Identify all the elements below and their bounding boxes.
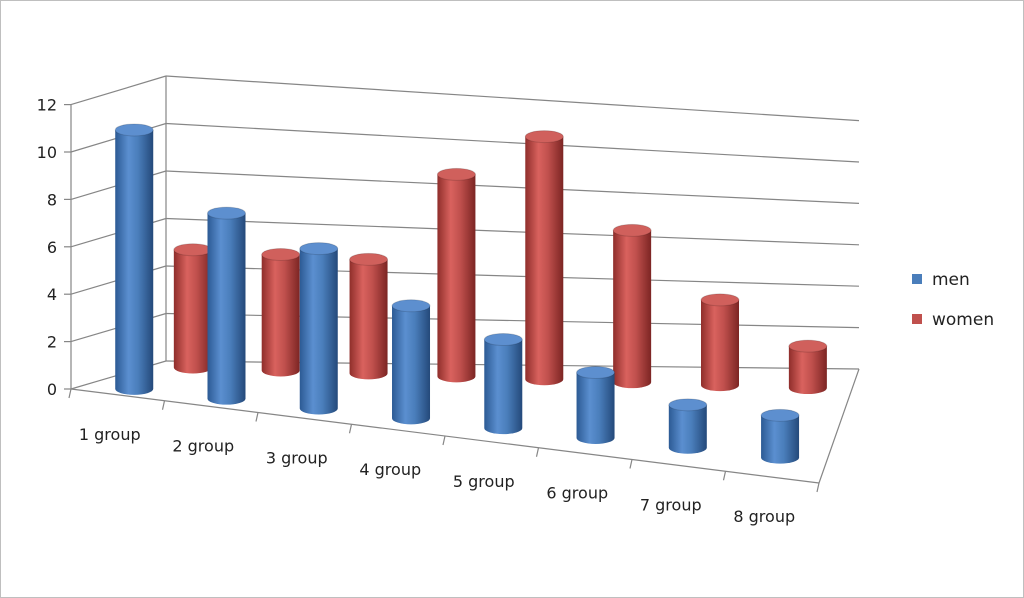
bar-women-5: [524, 130, 564, 386]
bar-body: [576, 372, 615, 444]
bar-men-4: [391, 299, 431, 425]
bar-cap: [788, 339, 828, 353]
x-tick-label: 4 group: [359, 460, 421, 479]
bar-cap: [391, 299, 431, 313]
x-tick-label: 7 group: [640, 495, 702, 514]
bar-cap: [524, 130, 564, 144]
bar-men-5: [483, 333, 523, 435]
bar-body: [788, 346, 827, 395]
x-tick-label: 8 group: [733, 507, 795, 526]
gridline-back: [165, 170, 860, 204]
bars: [114, 123, 828, 464]
bar-women-2: [261, 248, 301, 377]
gridline-left: [70, 75, 167, 106]
axis-labels: 0 2 4 6 8 10 12 1 group 2 group 3 group 4 group 5 g…: [37, 96, 795, 527]
x-tick: [348, 424, 353, 434]
x-tick: [816, 482, 820, 493]
bar-body: [761, 415, 800, 464]
y-tick-label: 0: [47, 380, 57, 399]
bar-cap: [349, 252, 389, 266]
y-tick-label: 2: [47, 333, 57, 352]
bar-body: [115, 129, 154, 395]
x-tick: [68, 388, 72, 399]
bar-body: [701, 299, 740, 392]
bar-cap: [261, 248, 301, 262]
bar-body: [668, 404, 707, 454]
bar-cap: [483, 333, 523, 347]
bar-men-6: [576, 366, 616, 444]
gridline-back: [165, 122, 860, 163]
bar-women-6: [612, 223, 652, 389]
y-tick-label: 4: [47, 285, 57, 304]
bar-men-8: [760, 408, 800, 464]
bar-cap: [206, 206, 246, 220]
bar-body: [613, 230, 652, 389]
bar-body: [173, 249, 212, 374]
bar-men-3: [299, 242, 339, 415]
x-tick: [442, 435, 446, 446]
bar-body: [261, 254, 300, 377]
gridline-back: [165, 75, 860, 122]
x-tick-label: 5 group: [453, 472, 515, 491]
x-tick-label: 6 group: [546, 484, 608, 503]
bar-women-4: [436, 167, 476, 383]
bar-women-3: [349, 252, 389, 380]
x-tick: [161, 400, 166, 410]
floor-right-edge: [818, 368, 860, 484]
bar-men-7: [668, 398, 708, 454]
x-tick: [255, 412, 259, 422]
bar-women-7: [700, 293, 740, 392]
legend-swatch-women: [912, 314, 922, 324]
bar-body: [437, 174, 476, 383]
bar-women-1: [173, 243, 213, 374]
bar-men-2: [206, 206, 246, 405]
bar-body: [349, 259, 388, 380]
bar-body: [207, 213, 246, 405]
y-tick-label: 12: [37, 96, 57, 115]
bar-cap: [173, 243, 213, 257]
legend-label-women: women: [932, 310, 994, 330]
bar-body: [484, 339, 523, 435]
legend-swatch-men: [912, 274, 922, 284]
bar-men-1: [114, 123, 154, 395]
x-tick: [722, 471, 727, 481]
bar-cap: [760, 408, 800, 422]
y-tick-label: 8: [47, 190, 57, 209]
bar-cap: [436, 167, 476, 181]
y-tick-label: 6: [47, 238, 57, 257]
x-tick-label: 2 group: [172, 437, 234, 456]
bar-women-8: [788, 339, 828, 395]
bar-body: [525, 136, 564, 386]
bar-cap: [668, 398, 708, 412]
x-tick-label: 1 group: [79, 425, 141, 444]
bar-body: [299, 248, 338, 415]
bar-cap: [299, 242, 339, 256]
bar-body: [392, 305, 431, 425]
y-tick-label: 10: [37, 143, 57, 162]
x-tick: [535, 447, 540, 457]
legend: men women: [912, 270, 994, 330]
bar-cap: [612, 223, 652, 237]
x-tick: [629, 459, 633, 469]
bar-cap: [700, 293, 740, 307]
bar-cap: [114, 123, 154, 137]
legend-label-men: men: [932, 270, 970, 290]
gridline-back: [165, 217, 860, 246]
x-tick-label: 3 group: [266, 448, 328, 467]
bar-cap: [576, 366, 616, 380]
